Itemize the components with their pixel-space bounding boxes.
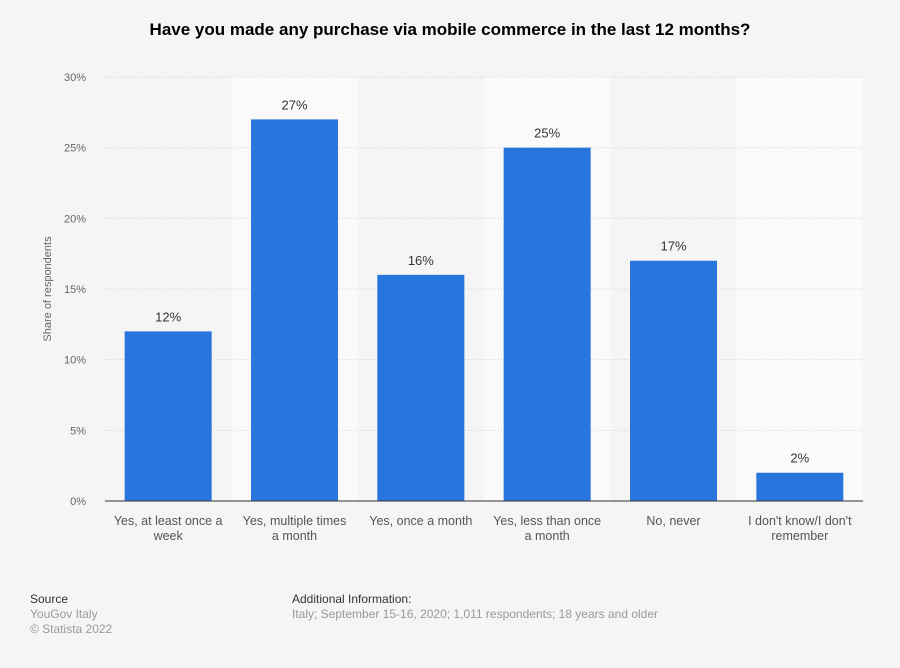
y-tick-label: 5%: [70, 425, 86, 437]
y-tick-label: 0%: [70, 496, 86, 508]
x-tick-label: I don't know/I don't: [748, 514, 852, 528]
y-tick-label: 30%: [64, 72, 86, 84]
source-block: Source YouGov Italy © Statista 2022: [30, 592, 112, 637]
additional-info-heading: Additional Information:: [292, 592, 412, 606]
y-axis-label: Share of respondents: [42, 236, 54, 342]
x-tick-label: Yes, less than once: [493, 514, 601, 528]
data-label: 17%: [660, 239, 686, 254]
x-tick-label: Yes, once a month: [369, 514, 472, 528]
chart-title: Have you made any purchase via mobile co…: [149, 20, 751, 39]
source-heading: Source: [30, 592, 69, 606]
x-tick-label: remember: [771, 529, 828, 543]
additional-info-text: Italy; September 15-16, 2020; 1,011 resp…: [292, 607, 659, 621]
bar: [377, 274, 465, 501]
bar: [630, 260, 717, 501]
bar: [756, 472, 844, 501]
column-band: [736, 77, 863, 501]
data-label: 27%: [281, 97, 307, 112]
x-tick-label: a month: [272, 529, 317, 543]
copyright: © Statista 2022: [30, 622, 113, 636]
x-tick-label: No, never: [646, 514, 700, 528]
y-tick-label: 20%: [64, 213, 86, 225]
data-label: 12%: [155, 309, 181, 324]
x-tick-label: a month: [525, 529, 570, 543]
y-tick-label: 25%: [64, 143, 86, 155]
y-tick-label: 10%: [64, 355, 86, 367]
bar: [124, 331, 212, 501]
data-label: 25%: [534, 126, 560, 141]
bar: [503, 147, 591, 501]
source-name[interactable]: YouGov Italy: [30, 607, 98, 621]
x-tick-label: Yes, at least once a: [114, 514, 223, 528]
data-label: 2%: [790, 451, 809, 466]
data-label: 16%: [408, 253, 434, 268]
x-tick-label: week: [153, 529, 184, 543]
x-tick-label: Yes, multiple times: [243, 514, 347, 528]
bar: [251, 119, 338, 502]
additional-info-block: Additional Information: Italy; September…: [292, 592, 658, 622]
y-tick-label: 15%: [64, 284, 86, 296]
